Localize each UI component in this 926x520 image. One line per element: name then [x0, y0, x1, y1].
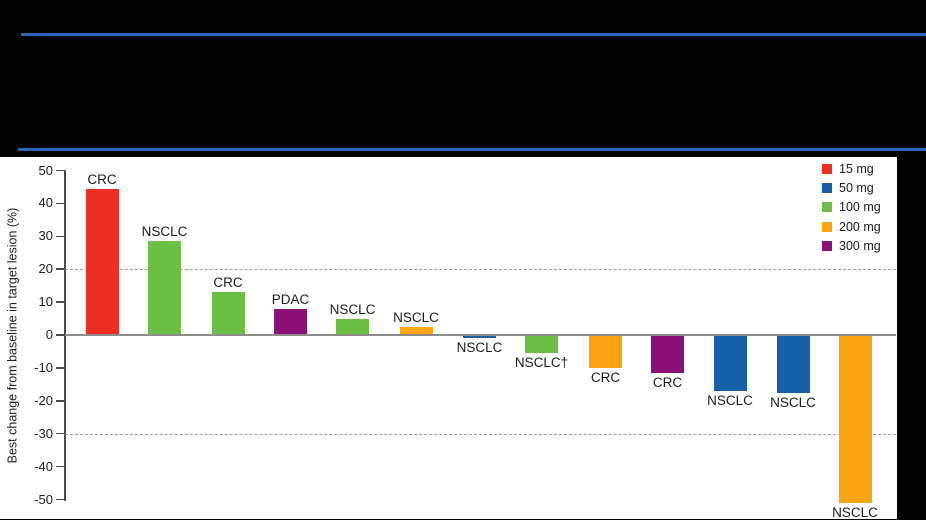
y-tick--20 [56, 400, 64, 402]
y-tick-label-0: 0 [45, 327, 53, 342]
legend-label-15mg: 15 mg [839, 162, 874, 176]
y-tick--40 [56, 465, 64, 468]
y-tick-30 [56, 235, 64, 238]
legend-swatch-300mg [822, 240, 832, 251]
bar-label-2: NSCLC [141, 224, 188, 240]
legend-swatch-100mg [822, 202, 832, 213]
bar-label-9: CRC [590, 369, 621, 385]
bar-label-6: NSCLC [393, 309, 439, 325]
legend-swatch-50mg [822, 183, 832, 194]
bar-5-NSCLC-100mg [336, 318, 369, 335]
bar-label-8: NSCLC† [514, 355, 569, 371]
bar-9-CRC-200mg [589, 335, 622, 368]
legend-item-200mg: 200 mg [820, 220, 896, 234]
bar-label-3: CRC [213, 275, 243, 291]
reference-line--30 [65, 433, 896, 435]
bar-7-NSCLC-50mg [463, 335, 496, 339]
bar-12-NSCLC-50mg [776, 335, 810, 393]
banner-rule-top [21, 33, 926, 36]
bar-label-4: PDAC [271, 291, 310, 307]
y-tick-label-10: 10 [38, 294, 53, 310]
y-tick-label-30: 30 [38, 228, 53, 244]
y-tick-label-20: 20 [38, 261, 53, 277]
legend-label-100mg: 100 mg [839, 200, 881, 215]
y-tick-label--30: -30 [34, 425, 53, 441]
legend-label-200mg: 200 mg [839, 219, 881, 234]
legend-item-15mg: 15 mg [820, 162, 896, 176]
bar-3-CRC-100mg [211, 292, 245, 335]
bar-label-10: CRC [652, 374, 683, 390]
y-tick--50 [56, 498, 64, 501]
y-tick--10 [56, 367, 64, 369]
bar-label-11: NSCLC [707, 392, 753, 408]
legend-swatch-15mg [822, 164, 832, 174]
legend-item-300mg: 300 mg [820, 239, 896, 253]
bar-8-NSCLC-100mg [525, 335, 558, 354]
banner-rule-bottom [18, 148, 926, 151]
bar-label-12: NSCLC [770, 394, 816, 410]
y-tick-label-40: 40 [38, 195, 53, 211]
y-tick-40 [56, 202, 64, 205]
bar-11-NSCLC-50mg [713, 335, 747, 391]
y-tick-label--10: -10 [34, 359, 53, 375]
top-banner [0, 0, 926, 157]
y-tick-20 [56, 268, 64, 270]
bar-1-CRC-15mg [85, 188, 119, 335]
zero-baseline [65, 334, 896, 336]
bar-4-PDAC-300mg [274, 308, 307, 335]
y-tick-50 [56, 169, 64, 172]
bar-6-NSCLC-200mg [399, 326, 433, 335]
bar-label-5: NSCLC [329, 301, 376, 317]
y-tick-label--20: -20 [34, 392, 53, 408]
bar-2-NSCLC-100mg [148, 241, 181, 335]
y-tick-0 [56, 334, 64, 336]
y-tick-label--50: -50 [34, 491, 53, 507]
bar-13-NSCLC-200mg [838, 335, 872, 503]
bar-label-1: CRC [87, 171, 117, 187]
bar-10-CRC-300mg [651, 335, 684, 373]
legend-label-300mg: 300 mg [839, 238, 881, 253]
bar-label-7: NSCLC [456, 340, 503, 356]
y-axis-line [64, 170, 66, 501]
y-tick-10 [56, 301, 64, 303]
y-tick--30 [56, 432, 64, 435]
waterfall-chart: Best change from baseline in target lesi… [0, 157, 897, 520]
legend-label-50mg: 50 mg [839, 181, 874, 196]
reference-line-20 [65, 269, 896, 271]
legend-swatch-200mg [822, 221, 832, 232]
y-tick-label-50: 50 [38, 162, 53, 178]
legend-item-100mg: 100 mg [820, 200, 896, 214]
legend-item-50mg: 50 mg [820, 181, 896, 195]
bar-label-13: NSCLC [832, 504, 878, 520]
y-tick-label--40: -40 [34, 458, 53, 474]
